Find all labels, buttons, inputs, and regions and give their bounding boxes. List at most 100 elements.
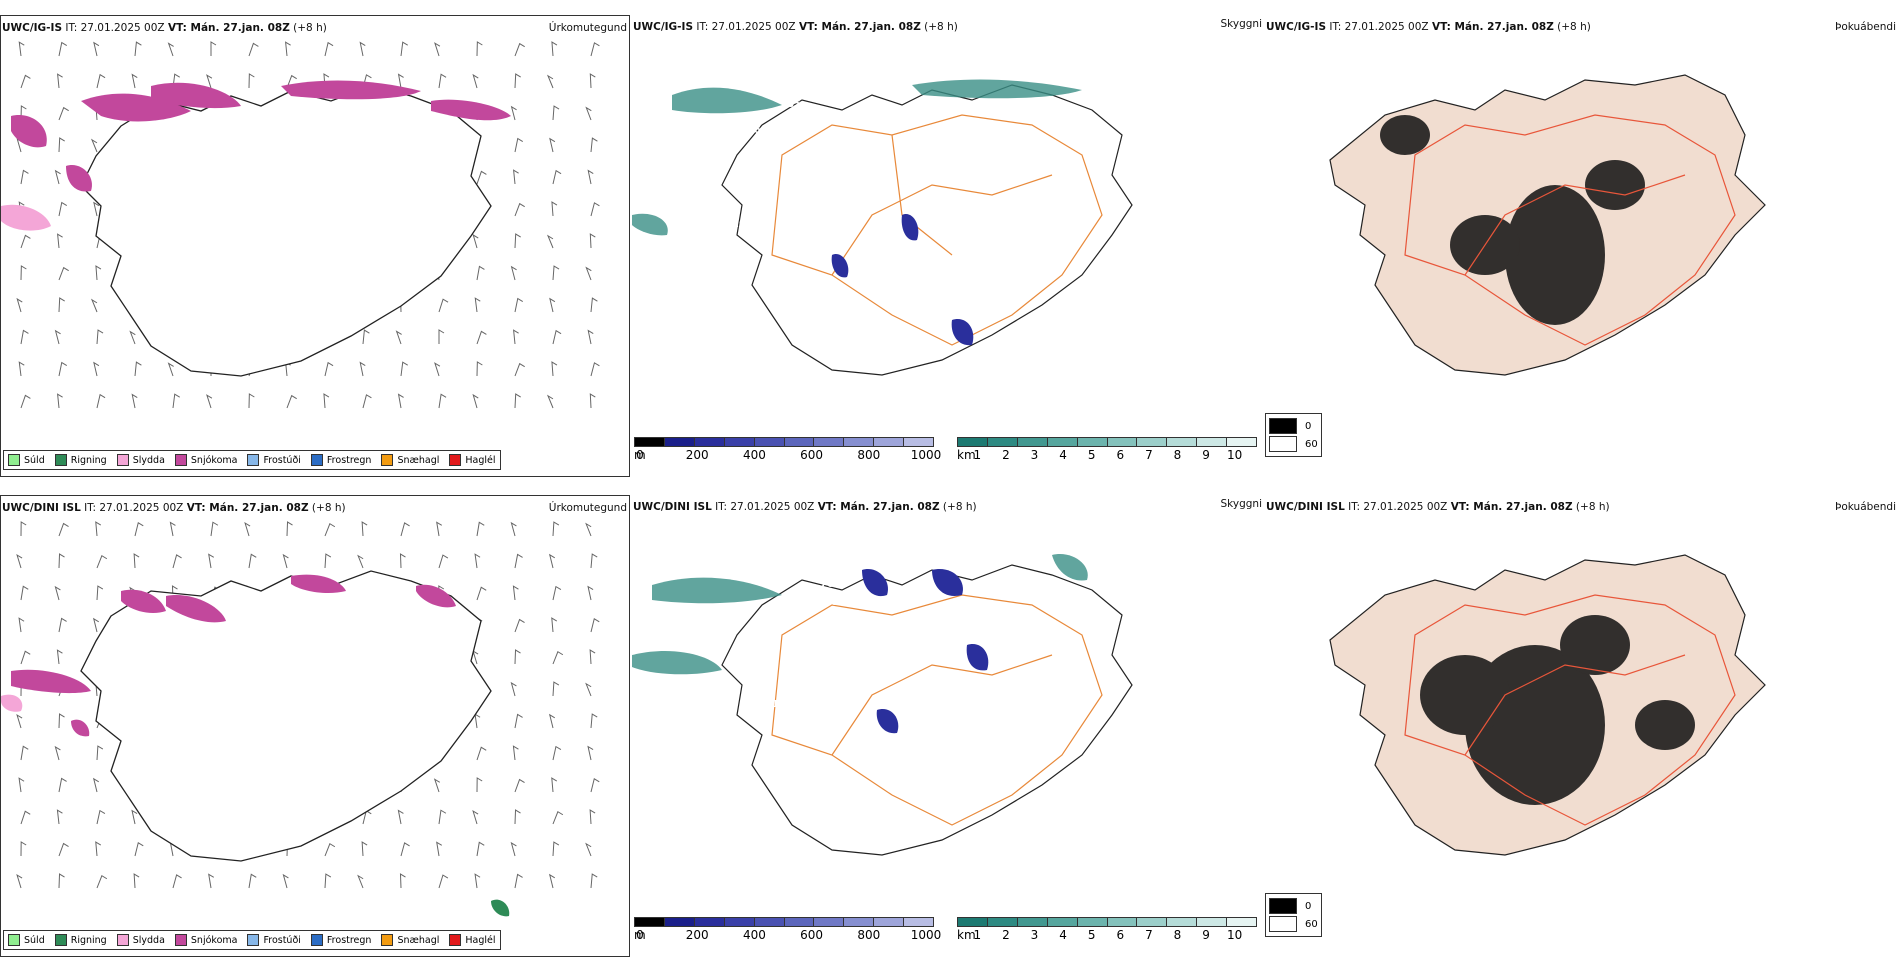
legend-label: Slydda: [132, 454, 165, 466]
colorbar-tick: 600: [800, 448, 824, 462]
wind-barb: [167, 42, 174, 57]
colorbar-segment: [1227, 918, 1257, 926]
wind-barb: [510, 521, 517, 537]
wind-barb: [172, 554, 182, 569]
visibility-value-label: 118: [924, 269, 945, 280]
wind-barb: [90, 298, 98, 313]
product-title: Skyggni: [1220, 498, 1263, 510]
wind-barb: [58, 777, 67, 793]
colorbar-tick: 200: [685, 928, 709, 942]
colorbar-segment: [1077, 918, 1108, 926]
colorbar-unit: km: [957, 928, 976, 942]
wind-barb: [552, 841, 560, 857]
colorbar-segment: [784, 918, 815, 926]
wind-barb: [434, 362, 441, 377]
wind-barb: [512, 585, 519, 601]
legend-swatch: [310, 934, 323, 946]
wind-barb: [400, 522, 410, 537]
wind-barb: [58, 137, 65, 153]
colorbar-segment: [874, 438, 905, 446]
colorbar-segment: [1137, 438, 1168, 446]
fog-legend-item: 60: [1269, 915, 1318, 933]
legend-item: Rigning: [54, 934, 107, 946]
visibility-value-label: 201: [824, 597, 845, 608]
wind-barb: [361, 521, 368, 537]
wind-barb: [20, 169, 29, 185]
legend-label: Frostregn: [326, 454, 372, 466]
wind-barb: [551, 201, 558, 217]
colorbar-tick: 9: [1202, 928, 1210, 942]
wind-barb: [134, 41, 142, 57]
wind-barb: [510, 681, 517, 697]
wind-barb: [208, 873, 215, 889]
wind-barb: [589, 809, 596, 825]
legend-swatch: [174, 934, 187, 946]
colorbar-tick: 5: [1087, 448, 1096, 462]
colorbar-tick: 8: [1173, 928, 1182, 942]
colorbar-segment: [1227, 438, 1257, 446]
visibility-m-colorbar: m 0 200 400 600 800 1000: [634, 917, 941, 942]
wind-barb: [438, 73, 447, 89]
iceland-outline: [721, 84, 1133, 376]
wind-barb: [359, 41, 366, 57]
panel-header: UWC/DINI ISL IT: 27.01.2025 00Z VT: Mán.…: [633, 501, 977, 513]
colorbar-segment: [1017, 918, 1048, 926]
wind-barb: [476, 777, 483, 793]
colorbar-tick: 800: [857, 448, 881, 462]
fog-areas: [1380, 115, 1645, 325]
fog-legend: 0 60: [1265, 413, 1322, 457]
colorbar-segment: [724, 918, 755, 926]
wind-barb: [54, 745, 61, 761]
wind-barb: [400, 361, 408, 377]
wind-barb: [585, 842, 592, 857]
wind-barb: [476, 841, 485, 857]
precip-map: [1, 521, 600, 917]
visibility-panel-bottom: UWC/DINI ISL IT: 27.01.2025 00Z VT: Mán.…: [632, 495, 1262, 957]
colorbar-tick: 3: [1030, 928, 1039, 942]
legend-item: Frostregn: [310, 934, 371, 946]
wind-barb: [438, 329, 445, 344]
wind-barb: [514, 233, 521, 249]
wind-barb: [514, 553, 523, 569]
wind-barb: [476, 586, 487, 601]
legend-swatch: [449, 934, 462, 946]
colorbar-unit: m: [634, 928, 646, 942]
wind-barb: [514, 297, 524, 313]
wind-barb: [96, 745, 104, 761]
wind-barb: [552, 585, 562, 601]
wind-barb: [585, 682, 592, 697]
legend-item: Snæhagl: [381, 934, 439, 946]
wind-barb: [206, 394, 213, 409]
wind-barb: [474, 713, 481, 729]
wind-barb: [549, 137, 556, 153]
wind-barb: [585, 106, 592, 121]
legend-item: Frostregn: [310, 454, 372, 466]
snow-areas: [11, 574, 456, 737]
wind-barb: [397, 809, 404, 825]
wind-barb: [548, 553, 556, 569]
wind-barb: [133, 553, 140, 569]
wind-barb: [472, 393, 479, 409]
legend-swatch: [116, 934, 129, 946]
visibility-value-label: 273: [784, 117, 805, 128]
fog-legend-label: 60: [1305, 918, 1318, 930]
fog-legend-swatch: [1269, 916, 1297, 932]
product-title: Skyggni: [1220, 18, 1263, 30]
wind-barb: [18, 777, 25, 793]
wind-barb: [248, 42, 259, 57]
wind-barb: [514, 393, 521, 409]
panel-header: UWC/IG-IS IT: 27.01.2025 00Z VT: Mán. 27…: [633, 21, 958, 33]
legend-swatch: [54, 454, 67, 466]
wind-barb: [16, 874, 23, 889]
wind-barb: [20, 394, 31, 409]
colorbar-segment: [904, 438, 934, 446]
product-title: Þokuábendi: [1835, 21, 1896, 33]
precip-legend: Súld Rigning Slydda Snjókoma Frostúði Frostre…: [3, 450, 501, 470]
snow-areas: [11, 80, 511, 192]
colorbar-tick: 4: [1059, 928, 1067, 942]
wind-barb: [172, 874, 182, 889]
wind-barb: [20, 74, 31, 89]
wind-barb: [514, 362, 525, 377]
